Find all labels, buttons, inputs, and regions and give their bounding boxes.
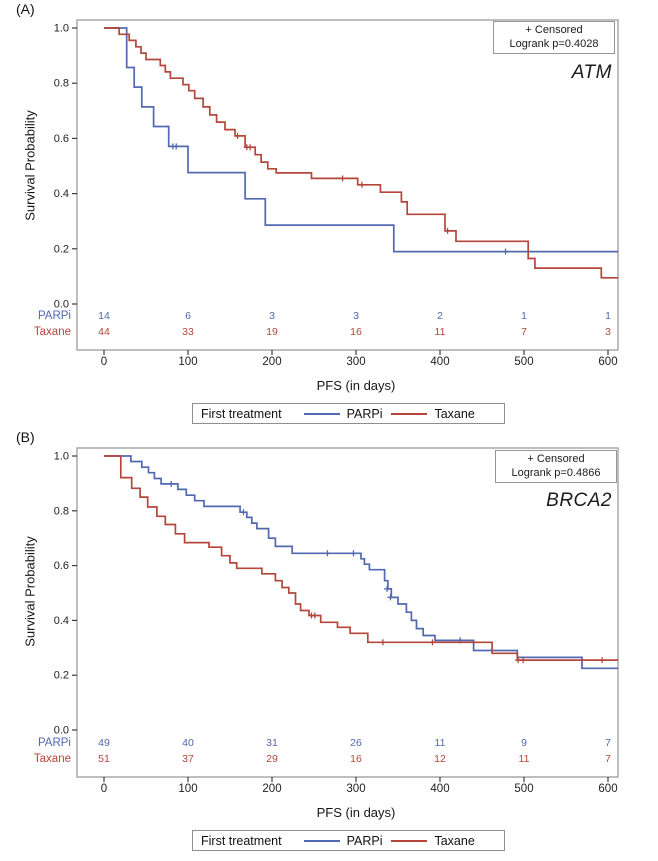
panel-b-censored-note: + Censored [527, 453, 585, 465]
at-risk-count: 12 [434, 753, 446, 765]
at-risk-row-label: Taxane [34, 753, 71, 765]
at-risk-count: 11 [435, 737, 446, 749]
y-tick-label: 0.0 [54, 299, 69, 311]
panel-b-treatment-legend: First treatment PARPi Taxane [192, 830, 505, 851]
at-risk-count: 51 [98, 753, 110, 765]
x-tick-label: 600 [598, 783, 617, 795]
km-curve-parpi [104, 27, 619, 253]
at-risk-count: 37 [182, 753, 194, 765]
x-tick-label: 300 [346, 356, 365, 368]
x-tick-label: 500 [514, 356, 533, 368]
x-tick-label: 200 [262, 783, 281, 795]
legend-entry-parpi: PARPi [346, 833, 383, 848]
taxane-line-swatch [391, 839, 428, 842]
panel-a-annotation-box: + Censored Logrank p=0.4028 [493, 21, 615, 54]
taxane-line-swatch [391, 412, 428, 415]
at-risk-count: 6 [185, 310, 191, 322]
at-risk-count: 7 [605, 753, 611, 765]
km-curve-taxane [104, 27, 619, 279]
x-tick-label: 100 [178, 356, 197, 368]
at-risk-count: 16 [350, 326, 362, 338]
km-chart-atm: 0.0 0.2 0.4 0.6 0.8 1.0 0 100 200 300 400 500 600 PAR… [34, 19, 619, 368]
panel-b-label: (B) [16, 429, 35, 445]
x-tick-label: 300 [346, 783, 365, 795]
panel-b-logrank-text: Logrank p=0.4866 [511, 466, 601, 479]
at-risk-count: 49 [98, 737, 110, 749]
parpi-line-swatch [303, 839, 340, 842]
y-tick-label: 0.8 [54, 505, 69, 517]
x-tick-label: 500 [514, 783, 533, 795]
at-risk-count: 1 [521, 310, 527, 322]
at-risk-count: 14 [98, 310, 110, 322]
y-tick-label: 0.2 [54, 243, 69, 255]
panel-a-y-axis-title: Survival Probability [22, 110, 38, 221]
panel-a-label: (A) [16, 1, 35, 17]
panel-a-censored-note: + Censored [525, 24, 583, 36]
at-risk-count: 40 [182, 737, 194, 749]
x-tick-label: 100 [178, 783, 197, 795]
at-risk-count: 44 [98, 326, 110, 338]
at-risk-row-label: Taxane [34, 326, 71, 338]
at-risk-count: 11 [519, 753, 530, 765]
x-tick-label: 600 [598, 356, 617, 368]
legend-title: First treatment [201, 833, 282, 848]
at-risk-count: 11 [435, 326, 446, 338]
legend-entry-parpi: PARPi [346, 406, 383, 421]
x-tick-label: 0 [101, 356, 107, 368]
legend-title: First treatment [201, 406, 282, 421]
y-tick-label: 0.0 [54, 725, 69, 737]
at-risk-count: 26 [350, 737, 362, 749]
y-tick-label: 0.6 [54, 560, 69, 572]
at-risk-count: 3 [269, 310, 275, 322]
at-risk-count: 3 [353, 310, 359, 322]
plot-frame [76, 447, 619, 778]
panel-b-x-axis-title: PFS (in days) [316, 805, 396, 820]
x-tick-label: 400 [430, 356, 449, 368]
at-risk-count: 9 [521, 737, 527, 749]
y-tick-label: 1.0 [54, 451, 69, 463]
at-risk-count: 3 [605, 326, 611, 338]
panel-a-logrank-text: Logrank p=0.4028 [509, 37, 599, 50]
panel-a-gene-label: ATM [571, 62, 612, 83]
at-risk-count: 19 [266, 326, 278, 338]
km-chart-brca2: 0.0 0.2 0.4 0.6 0.8 1.0 0 100 200 300 400 500 600 PAR… [34, 447, 619, 795]
at-risk-row-label: PARPi [38, 310, 71, 322]
panel-b-annotation-box: + Censored Logrank p=0.4866 [495, 450, 617, 483]
at-risk-count: 7 [521, 326, 527, 338]
x-tick-label: 200 [262, 356, 281, 368]
km-curve-parpi [104, 455, 619, 670]
legend-entry-taxane: Taxane [434, 406, 475, 421]
at-risk-count: 33 [182, 326, 194, 338]
x-tick-label: 400 [430, 783, 449, 795]
panel-b-y-axis-title: Survival Probability [22, 536, 38, 647]
y-tick-label: 1.0 [54, 23, 69, 35]
km-curve-taxane [104, 455, 619, 661]
panel-a-x-axis-title: PFS (in days) [316, 378, 396, 393]
at-risk-count: 2 [437, 310, 443, 322]
at-risk-count: 1 [605, 310, 611, 322]
at-risk-count: 31 [266, 737, 278, 749]
y-tick-label: 0.8 [54, 78, 69, 90]
legend-entry-taxane: Taxane [434, 833, 475, 848]
panel-b-gene-label: BRCA2 [546, 490, 612, 511]
y-tick-label: 0.4 [54, 615, 69, 627]
panel-a-treatment-legend: First treatment PARPi Taxane [192, 403, 505, 424]
y-tick-label: 0.2 [54, 670, 69, 682]
at-risk-count: 7 [605, 737, 611, 749]
plot-frame [76, 19, 619, 351]
y-tick-label: 0.6 [54, 133, 69, 145]
y-tick-label: 0.4 [54, 188, 69, 200]
x-tick-label: 0 [101, 783, 107, 795]
parpi-line-swatch [303, 412, 340, 415]
at-risk-row-label: PARPi [38, 737, 71, 749]
at-risk-count: 16 [350, 753, 362, 765]
at-risk-count: 29 [266, 753, 278, 765]
